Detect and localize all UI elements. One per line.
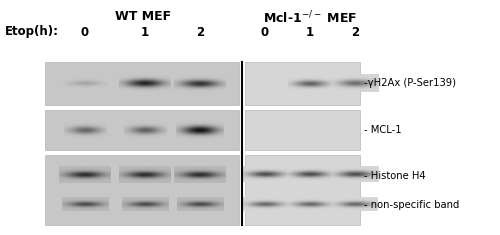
Text: 0: 0 xyxy=(81,26,89,39)
Bar xyxy=(45,110,239,150)
Text: 1: 1 xyxy=(306,26,314,39)
Bar xyxy=(245,110,360,150)
Bar xyxy=(245,62,360,105)
Text: - Histone H4: - Histone H4 xyxy=(364,171,426,181)
Text: - non-specific band: - non-specific band xyxy=(364,200,460,210)
Bar xyxy=(45,62,239,105)
Text: 2: 2 xyxy=(196,26,204,39)
Text: - MCL-1: - MCL-1 xyxy=(364,125,402,135)
Text: 1: 1 xyxy=(141,26,149,39)
Bar xyxy=(245,155,360,225)
Text: 2: 2 xyxy=(351,26,359,39)
Text: Mcl-1$^{-/-}$ MEF: Mcl-1$^{-/-}$ MEF xyxy=(263,10,357,27)
Text: Etop(h):: Etop(h): xyxy=(5,26,59,39)
Text: 0: 0 xyxy=(261,26,269,39)
Bar xyxy=(45,155,239,225)
Text: WT MEF: WT MEF xyxy=(116,10,172,23)
Text: -γH2Ax (P-Ser139): -γH2Ax (P-Ser139) xyxy=(364,78,456,89)
